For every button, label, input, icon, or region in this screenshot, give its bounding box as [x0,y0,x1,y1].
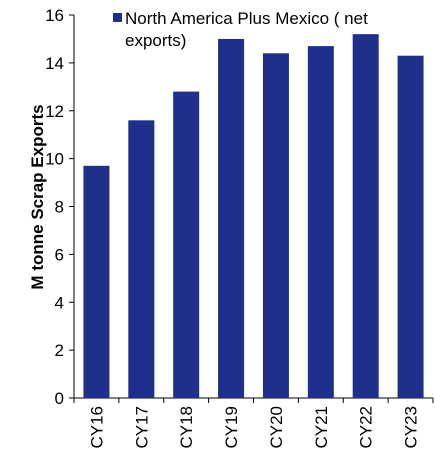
x-axis-ticks: CY16 CY17 CY18 CY19 CY20 CY21 CY22 CY23 [73,398,434,449]
y-tick-label: 4 [55,293,64,312]
bar-cy23 [397,55,424,398]
x-tick-label: CY21 [312,406,331,449]
legend-label: North America Plus Mexico ( net [125,9,368,28]
y-tick-label: 6 [55,245,64,264]
bar-cy20 [262,53,289,399]
y-tick-label: 8 [55,198,64,217]
x-tick-label: CY18 [177,406,196,449]
legend-label-continued: exports) [125,31,186,50]
x-tick-label: CY22 [357,406,376,449]
bar-cy17 [128,120,155,398]
bar-cy19 [218,38,245,398]
bar-cy22 [352,34,379,399]
bar-cy16 [83,165,110,398]
bar-cy21 [307,46,334,399]
y-tick-label: 16 [45,6,64,25]
y-tick-label: 12 [45,102,64,121]
x-tick-label: CY20 [267,406,286,449]
legend-swatch [113,13,122,22]
y-tick-label: 2 [55,341,64,360]
y-tick-label: 10 [45,150,64,169]
bar-series [83,34,424,399]
y-axis-ticks: 0 2 4 6 8 10 12 14 16 [45,6,74,408]
x-tick-label: CY17 [132,406,151,449]
x-tick-label: CY23 [402,406,421,449]
x-tick-label: CY16 [87,406,106,449]
y-tick-label: 14 [45,54,64,73]
x-tick-label: CY19 [222,406,241,449]
y-tick-label: 0 [55,389,64,408]
legend: North America Plus Mexico ( net exports) [113,9,368,50]
y-axis-title: M tonne Scrap Exports [28,104,47,289]
bar-cy18 [173,91,200,398]
